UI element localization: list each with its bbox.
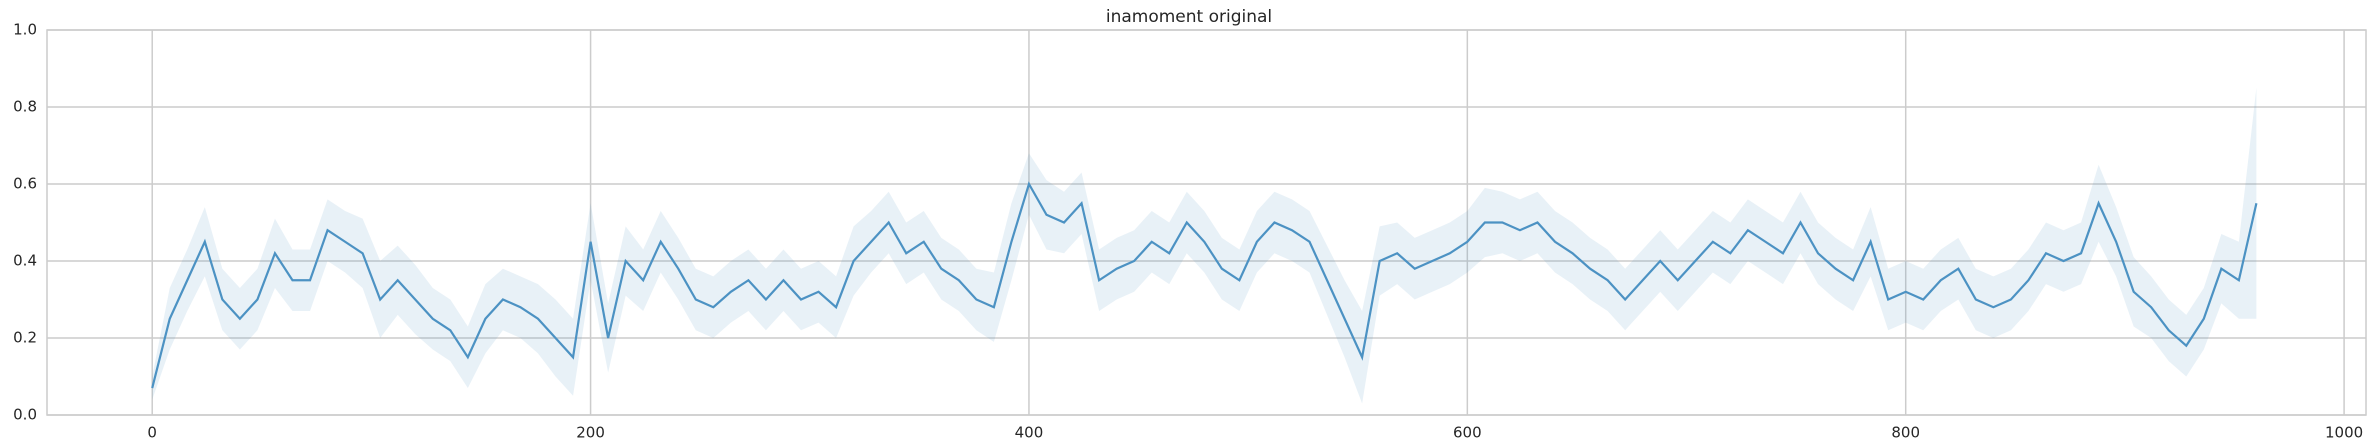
y-tick-label: 0.4 bbox=[13, 252, 37, 270]
x-tick-label: 1000 bbox=[2325, 424, 2363, 442]
x-tick-label: 0 bbox=[147, 424, 157, 442]
y-tick-label: 0.0 bbox=[13, 406, 37, 424]
y-tick-label: 1.0 bbox=[13, 21, 37, 39]
y-tick-label: 0.8 bbox=[13, 98, 37, 116]
y-tick-label: 0.2 bbox=[13, 329, 37, 347]
y-tick-label: 0.6 bbox=[13, 175, 37, 193]
confidence-band bbox=[152, 87, 2257, 404]
x-tick-label: 200 bbox=[576, 424, 605, 442]
x-tick-label: 600 bbox=[1453, 424, 1482, 442]
line bbox=[151, 181, 2258, 389]
plot-frame bbox=[46, 29, 2367, 416]
x-tick-label: 400 bbox=[1015, 424, 1044, 442]
x-tick-label: 800 bbox=[1891, 424, 1920, 442]
chart-title: inamoment original bbox=[1106, 7, 1272, 27]
